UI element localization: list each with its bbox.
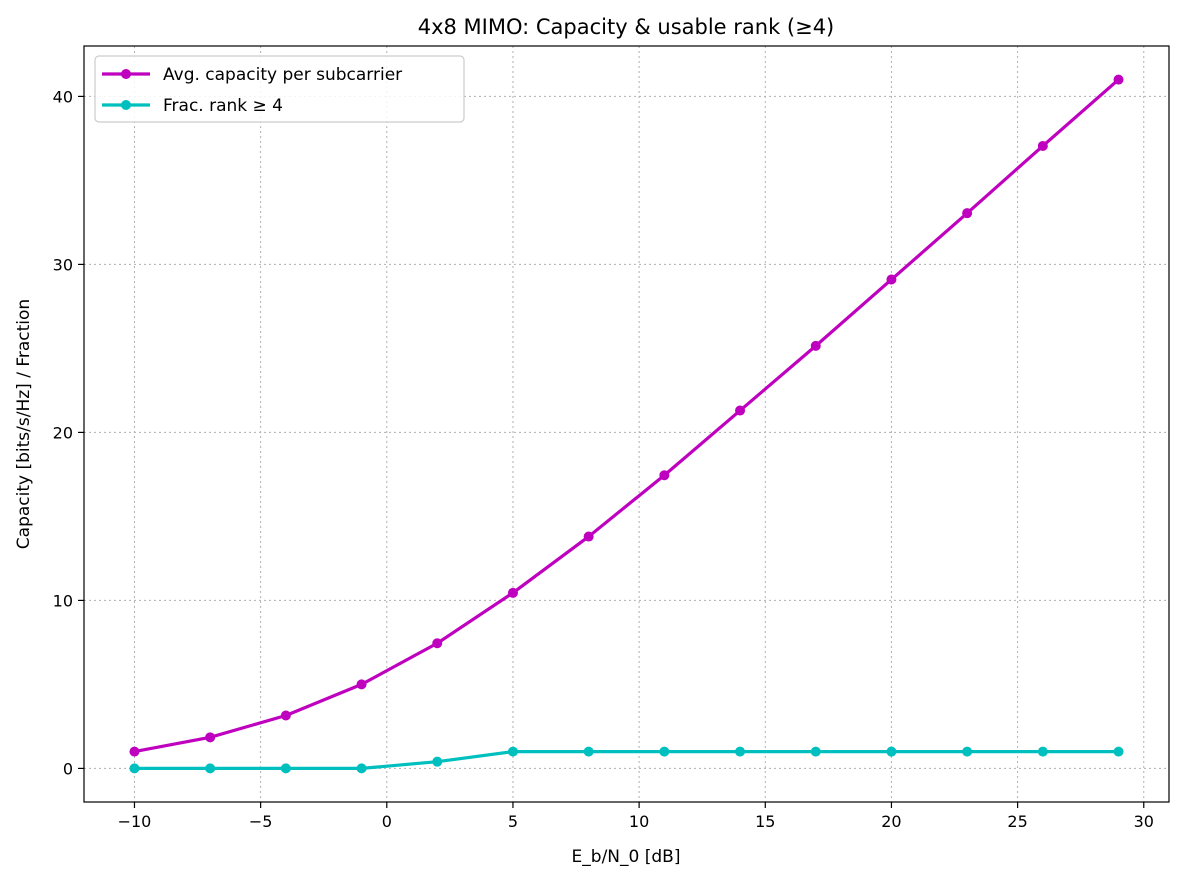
data-point (583, 746, 594, 757)
data-point (507, 746, 518, 757)
data-point (886, 746, 897, 757)
series-2 (129, 746, 1124, 774)
data-point (962, 746, 973, 757)
data-point (432, 638, 443, 649)
data-point (962, 208, 973, 219)
data-point (205, 763, 216, 774)
data-point (886, 274, 897, 285)
x-tick-label: 25 (1007, 812, 1027, 831)
x-tick-label: 30 (1134, 812, 1154, 831)
x-tick-label: 0 (382, 812, 392, 831)
data-point (356, 679, 367, 690)
data-point (1113, 74, 1124, 85)
tick-layer: −10 −5 0 5 10 15 20 25 30 0 10 20 30 40 (53, 87, 1154, 831)
legend-marker (121, 100, 131, 110)
legend-box (94, 55, 465, 123)
data-point (1037, 746, 1048, 757)
series-line (132, 77, 1121, 754)
legend-label: Frac. rank ≥ 4 (163, 96, 283, 116)
data-point (129, 746, 140, 757)
x-tick-label: 15 (755, 812, 775, 831)
data-point (129, 763, 140, 774)
legend: Avg. capacity per subcarrier Frac. rank ≥… (94, 55, 465, 123)
x-tick-label: 5 (508, 812, 518, 831)
data-point (280, 710, 291, 721)
y-tick-label: 0 (63, 759, 73, 778)
data-point (356, 763, 367, 774)
series-layer (129, 74, 1124, 774)
data-point (735, 405, 746, 416)
data-point (659, 746, 670, 757)
data-point (280, 763, 291, 774)
data-point (810, 340, 821, 351)
data-point (432, 756, 443, 767)
x-tick-label: 20 (881, 812, 901, 831)
y-tick-label: 40 (53, 87, 73, 106)
y-axis-label: Capacity [bits/s/Hz] / Fraction (14, 299, 34, 549)
y-tick-label: 20 (53, 423, 73, 442)
data-point (507, 587, 518, 598)
x-tick-label: −10 (118, 812, 152, 831)
y-tick-label: 10 (53, 591, 73, 610)
data-point (659, 470, 670, 481)
x-tick-label: −5 (249, 812, 273, 831)
data-point (810, 746, 821, 757)
data-point (583, 531, 594, 542)
x-axis-label: E_b/N_0 [dB] (572, 847, 681, 867)
data-point (735, 746, 746, 757)
y-tick-label: 30 (53, 255, 73, 274)
legend-marker (121, 69, 131, 79)
data-point (1113, 746, 1124, 757)
data-point (1037, 140, 1048, 151)
chart-title: 4x8 MIMO: Capacity & usable rank (≥4) (418, 15, 835, 39)
series-line (132, 749, 1121, 771)
legend-label: Avg. capacity per subcarrier (163, 65, 402, 85)
data-point (205, 732, 216, 743)
x-tick-label: 10 (629, 812, 649, 831)
plot-frame (83, 45, 1170, 803)
series-1 (129, 74, 1124, 757)
